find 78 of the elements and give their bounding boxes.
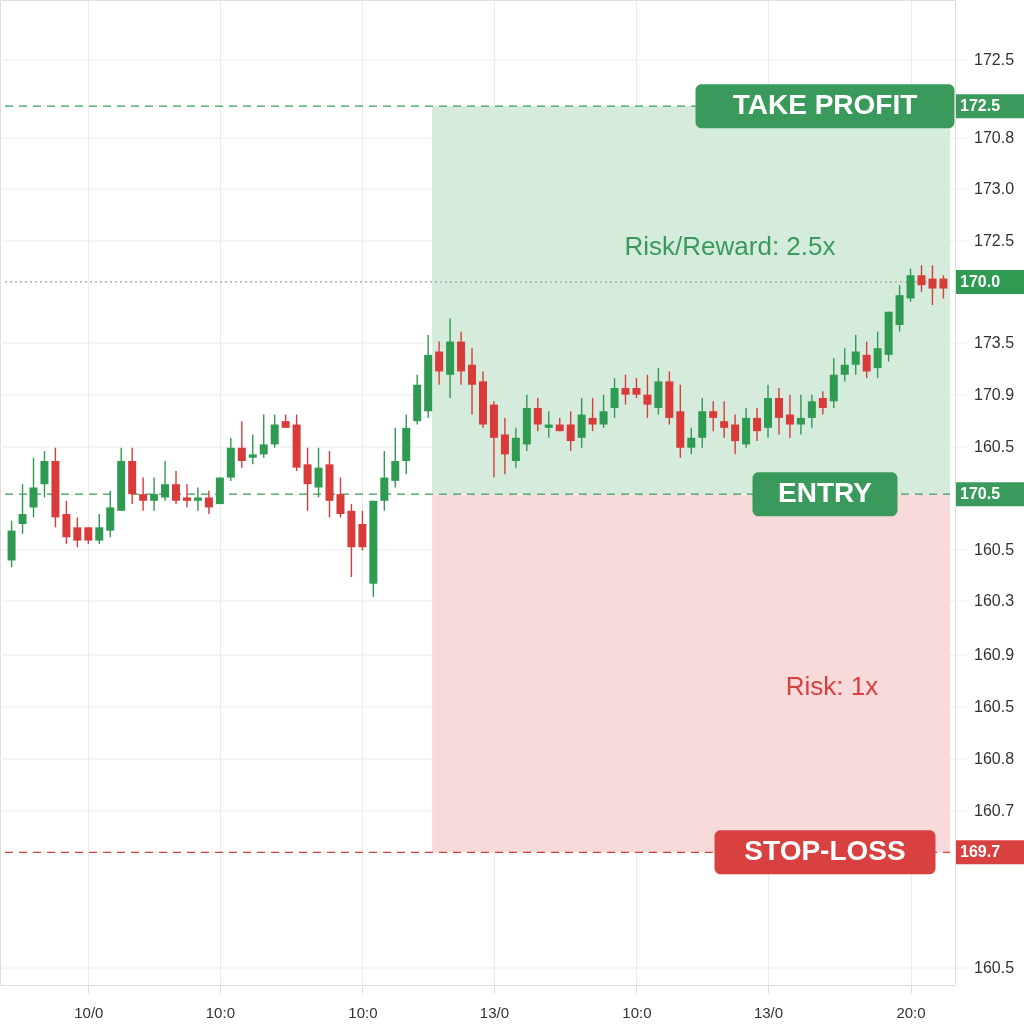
text: 160.3 [974,592,1015,609]
candlestick [566,410,575,452]
candlestick [840,347,849,383]
candlestick [643,374,652,419]
candlestick [818,390,827,416]
candlestick [807,393,816,429]
candlestick [610,377,619,419]
x-tick-label: 13/0 [479,1003,510,1021]
candlestick [796,393,805,436]
text: 160.5 [974,698,1015,715]
candlestick [358,510,367,552]
candlestick [511,427,520,469]
candlestick [687,427,696,456]
text: 170.8 [974,129,1015,146]
x-tick-label: 10:0 [622,1003,652,1021]
candlestick [928,264,937,306]
candlestick [95,513,104,545]
candlestick [500,417,509,475]
candlestick [468,347,477,416]
candlestick [599,393,608,429]
candlestick [621,374,630,406]
candlestick [632,377,641,399]
candlestick [873,330,882,379]
x-tick-label: 10/0 [74,1003,104,1021]
candlestick [435,340,444,386]
text: 169.7 [960,843,1001,861]
ref-line-label: STOP-LOSS [744,835,906,867]
candlestick [851,334,860,376]
candlestick [62,500,71,545]
text: 160.7 [974,802,1015,819]
candlestick [785,393,794,439]
candlestick [270,413,279,449]
candlestick [939,274,948,300]
candlestick [237,420,246,469]
candlestick [139,476,148,512]
text: 160.8 [974,750,1015,767]
candlestick [391,427,400,489]
text: 173.5 [974,334,1015,351]
text: 172.5 [974,51,1015,68]
candlestick [588,397,597,432]
candlestick [259,413,268,459]
text: 170.9 [974,386,1015,403]
candlestick [720,400,729,439]
text: Risk: 1x [785,671,879,701]
text: 170.5 [960,485,1001,503]
candlestick [709,400,718,432]
candlestick [862,340,871,379]
ref-line-label: ENTRY [778,477,873,509]
candlestick [336,476,345,519]
text: 160.9 [974,646,1015,663]
x-tick-label: 10:0 [205,1003,235,1021]
candlestick [248,433,257,466]
candlestick [774,387,783,436]
candlestick [303,447,312,512]
candlestick [577,397,586,449]
text: 172.5 [974,232,1015,249]
candlestick [73,516,82,548]
candlestick [40,450,49,499]
candlestick [172,470,181,505]
candlestick [906,267,915,303]
text: 172.5 [960,97,1001,115]
text: 160.5 [974,541,1015,558]
candlestick [204,490,213,515]
candlestick [193,486,202,512]
candlestick [182,483,191,509]
candlestick [753,407,762,442]
text: 160.5 [974,438,1015,455]
ref-line-label: TAKE PROFIT [732,89,918,121]
x-tick-label: 10:0 [348,1003,378,1021]
text: 173.0 [974,180,1015,197]
x-tick-label: 20:0 [896,1003,926,1021]
candlestick [917,264,926,293]
candlestick [533,397,542,432]
text: 170.0 [960,272,1001,290]
text: Risk/Reward: 2.5x [624,231,836,261]
candlestick [731,413,740,456]
text: 160.5 [974,959,1015,976]
x-tick-label: 13/0 [753,1003,784,1021]
